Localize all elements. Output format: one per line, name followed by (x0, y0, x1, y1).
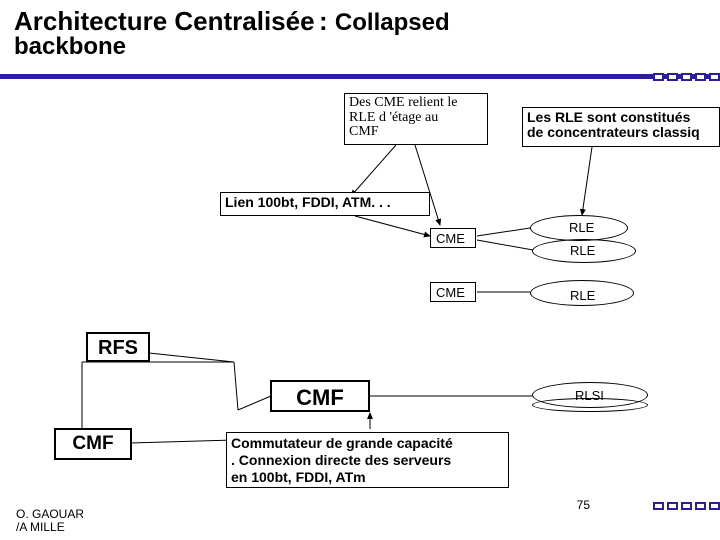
title-colon: : (319, 6, 335, 36)
header-decor (653, 73, 720, 81)
author-text: O. GAOUAR/A MILLE (16, 507, 84, 534)
cmf-left-box: CMF (54, 428, 132, 460)
title-sub: Collapsed (335, 9, 450, 36)
callout-rle-constitution: Les RLE sont constituésde concentrateurs… (522, 107, 720, 147)
page-number: 75 (577, 498, 590, 512)
title-main: Architecture Centralisée (14, 6, 315, 36)
hub-ellipse (530, 215, 628, 241)
description-box: Commutateur de grande capacité. Connexio… (226, 432, 509, 488)
cmf-center-box: CMF (270, 380, 370, 412)
accent-bar (0, 74, 720, 79)
hub-ellipse (532, 239, 636, 263)
slide-title: Architecture Centralisée : Collapsed bac… (0, 0, 720, 63)
link-technology-label: Lien 100bt, FDDI, ATM. . . (220, 192, 430, 216)
callout-cme-rle: Des CME relient leRLE d 'étage auCMF (344, 93, 488, 145)
hub-ellipse (530, 280, 634, 306)
rlsi-label: RLSI (575, 388, 604, 403)
title-line2: backbone (14, 33, 706, 61)
footer-decor (653, 502, 720, 510)
cme-box: CME (430, 228, 476, 248)
author-footer: O. GAOUAR/A MILLE (16, 508, 84, 534)
rfs-box: RFS (86, 332, 150, 362)
cme-box: CME (430, 282, 476, 302)
